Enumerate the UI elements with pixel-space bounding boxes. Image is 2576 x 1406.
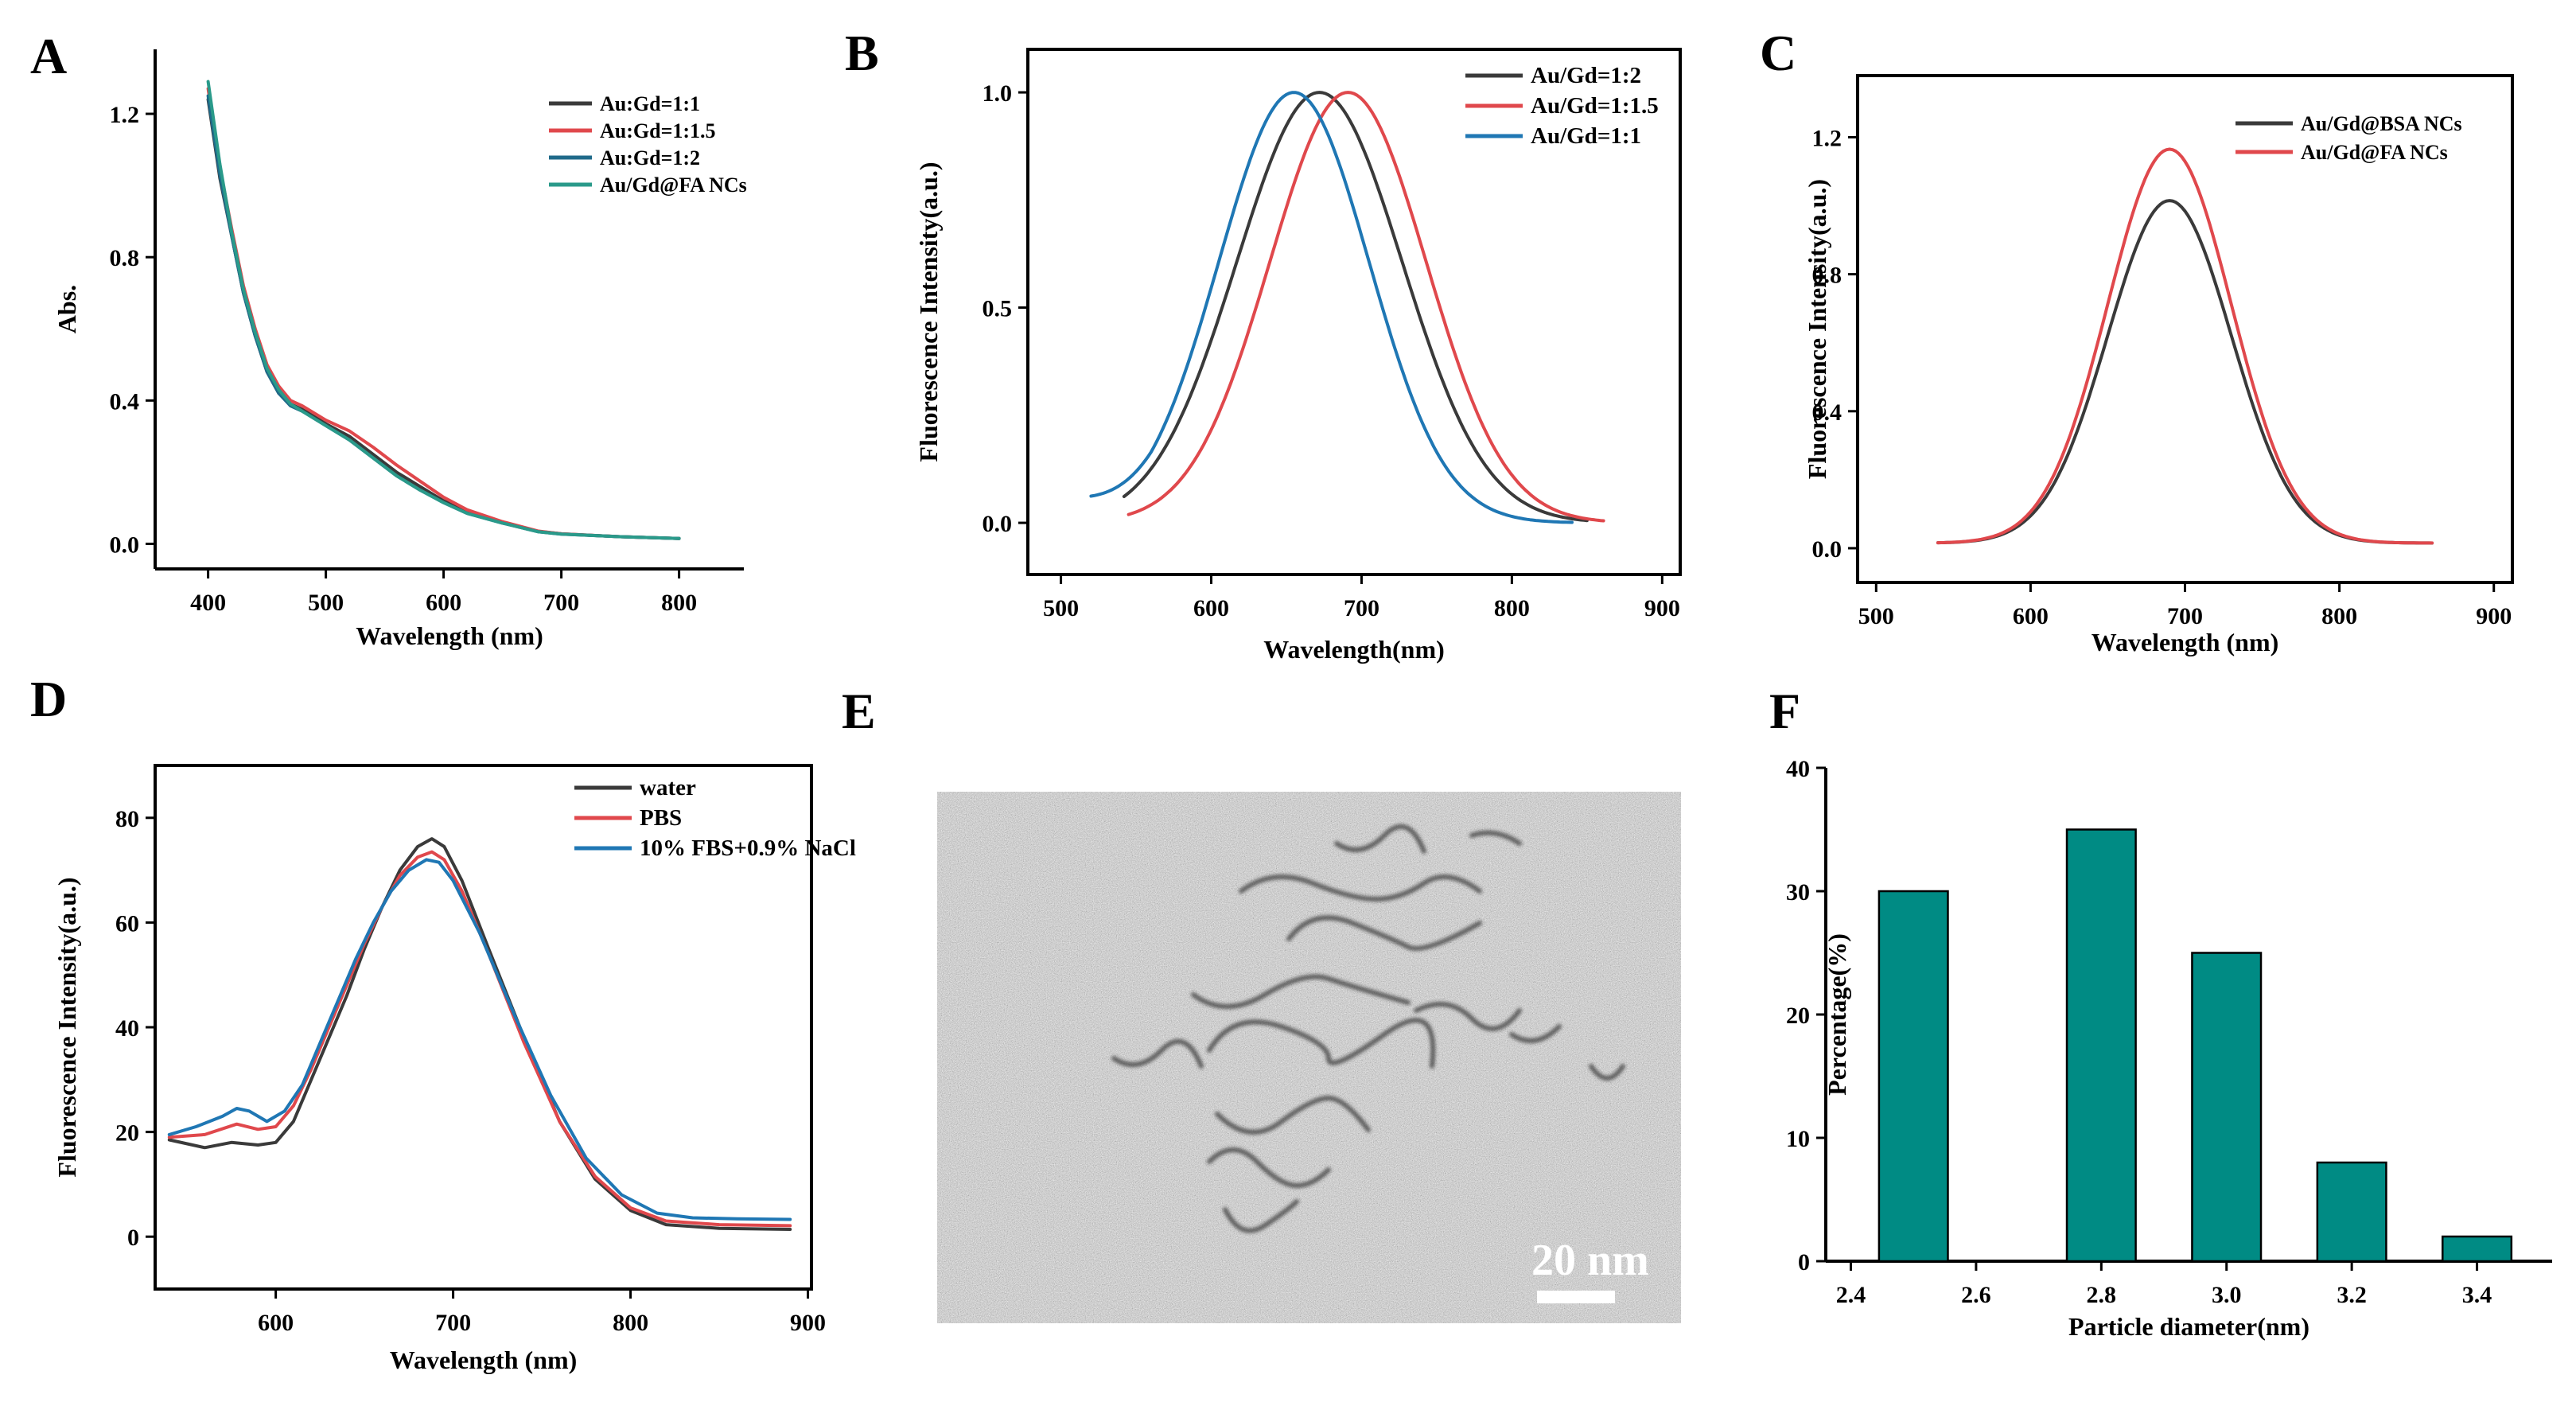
x-tick-label: 2.8: [2087, 1282, 2117, 1308]
legend-label: Au:Gd=1:2: [600, 146, 700, 169]
series-line-1: [1936, 199, 2434, 545]
y-tick-label: 60: [115, 910, 139, 937]
legend-label: Au/Gd@FA NCs: [600, 173, 747, 197]
series-line-3: [167, 858, 792, 1221]
x-tick-label: 600: [2013, 603, 2049, 629]
y-tick-label: 40: [1786, 756, 1810, 782]
x-tick-label: 700: [543, 590, 579, 616]
y-tick-label: 0.8: [110, 245, 140, 271]
legend-label: PBS: [640, 805, 682, 831]
y-tick-label: 1.2: [1812, 125, 1843, 151]
x-tick-label: 900: [2476, 603, 2512, 629]
y-tick-label: 30: [1786, 879, 1810, 906]
panel-letter-c: C: [1760, 25, 1796, 81]
series-line-2: [1936, 147, 2434, 545]
series-line-3: [1089, 91, 1574, 524]
chart-d: 600 700 800 900 0 20 40 60 80 Wavelength (nm) Fluo…: [53, 764, 856, 1374]
legend-label: Au/Gd=1:2: [1531, 63, 1641, 88]
tem-nanocluster-aggregate: [1111, 824, 1625, 1233]
legend-label: Au/Gd@FA NCs: [2301, 141, 2448, 164]
x-axis-title: Wavelength (nm): [356, 621, 543, 650]
bar: [2316, 1161, 2387, 1263]
y-tick-label: 1.0: [983, 80, 1013, 107]
chart-a: 400 500 600 700 800 0.0 0.4 0.8 1.2 Wavelength (n…: [53, 49, 747, 650]
y-tick-label: 20: [1786, 1003, 1810, 1029]
x-tick-label: 800: [1494, 595, 1530, 621]
x-tick-label: 700: [435, 1310, 471, 1336]
x-axis-title: Particle diameter(nm): [2068, 1312, 2309, 1341]
y-tick-label: 20: [115, 1120, 139, 1147]
x-tick-label: 3.2: [2337, 1282, 2367, 1308]
scale-bar: [1537, 1291, 1615, 1303]
x-tick-label: 3.0: [2212, 1282, 2242, 1308]
panel-letter-b: B: [845, 25, 879, 81]
y-axis-title: Fluorescence Intensity(a.u.): [53, 877, 81, 1177]
x-tick-label: 500: [1043, 595, 1079, 621]
x-tick-label: 800: [661, 590, 697, 616]
y-axis-title: Fluorescence Intensity(a.u.): [914, 162, 943, 462]
x-tick-label: 2.4: [1836, 1282, 1866, 1308]
legend-label: Au/Gd@BSA NCs: [2301, 112, 2462, 135]
series-line-4: [206, 80, 681, 540]
y-tick-label: 1.2: [110, 102, 140, 128]
y-tick-label: 40: [115, 1015, 139, 1042]
chart-f: 2.4 2.6 2.8 3.0 3.2 3.4 0 10 20 30 40 Particle diam…: [1786, 756, 2552, 1341]
x-axis-title: Wavelength (nm): [2092, 628, 2279, 656]
y-axis-title: Abs.: [53, 285, 81, 333]
chart-b: 500 600 700 800 900 0.0 0.5 1.0 Wavelength(nm) Fl…: [914, 48, 1682, 664]
x-tick-label: 3.4: [2462, 1282, 2492, 1308]
y-tick-label: 10: [1786, 1126, 1810, 1152]
legend-label: Au:Gd=1:1.5: [600, 119, 716, 142]
y-axis-title: Fluorescence Intensity(a.u.): [1803, 179, 1831, 479]
plot-frame: [1026, 48, 1682, 576]
series-line-1: [1122, 91, 1589, 523]
legend-label: Au/Gd=1:1: [1531, 123, 1641, 149]
y-axis-title: Percentage(%): [1823, 933, 1851, 1096]
y-tick-label: 0.0: [110, 532, 140, 558]
x-tick-label: 600: [258, 1310, 294, 1336]
x-tick-label: 500: [1858, 603, 1894, 629]
legend-label: Au/Gd=1:1.5: [1531, 93, 1659, 119]
y-tick-label: 0.5: [983, 296, 1013, 322]
x-tick-label: 800: [2321, 603, 2357, 629]
legend-label: water: [640, 775, 696, 800]
series-line-1: [167, 837, 792, 1231]
panel-letter-e: E: [842, 683, 876, 739]
y-tick-label: 0.0: [983, 511, 1013, 537]
y-tick-label: 0: [1798, 1249, 1810, 1276]
y-tick-label: 80: [115, 806, 139, 832]
panel-letter-a: A: [30, 28, 67, 84]
series-line-2: [1127, 91, 1605, 523]
y-tick-label: 0.0: [1812, 536, 1843, 563]
panel-letter-d: D: [30, 671, 67, 727]
bar: [2065, 828, 2137, 1263]
y-tick-label: 0: [127, 1225, 139, 1251]
x-tick-label: 600: [426, 590, 461, 616]
x-tick-label: 500: [308, 590, 344, 616]
legend-label: Au:Gd=1:1: [600, 92, 700, 115]
legend-label: 10% FBS+0.9% NaCl: [640, 835, 856, 861]
chart-c: 500 600 700 800 900 0.0 0.4 0.8 1.2 Wavelength (n…: [1803, 74, 2514, 656]
x-tick-label: 700: [1344, 595, 1379, 621]
x-axis-title: Wavelength(nm): [1263, 635, 1445, 664]
series-line-2: [167, 850, 792, 1228]
y-tick-label: 0.4: [110, 388, 140, 415]
tem-image-panel: 20 nm: [937, 792, 1681, 1323]
x-tick-label: 700: [2167, 603, 2203, 629]
scale-bar-label: 20 nm: [1531, 1236, 1649, 1285]
y-tick-label: 0.4: [1812, 399, 1843, 426]
bar: [1878, 890, 1949, 1263]
x-tick-label: 900: [790, 1310, 826, 1336]
x-tick-label: 400: [190, 590, 226, 616]
bar: [2191, 952, 2263, 1263]
x-tick-label: 800: [613, 1310, 648, 1336]
y-tick-label: 0.8: [1812, 263, 1843, 289]
bar: [2442, 1235, 2513, 1263]
x-tick-label: 900: [1644, 595, 1680, 621]
x-axis-title: Wavelength (nm): [390, 1346, 578, 1374]
panel-letter-f: F: [1769, 683, 1800, 739]
x-tick-label: 600: [1193, 595, 1229, 621]
x-tick-label: 2.6: [1961, 1282, 1991, 1308]
